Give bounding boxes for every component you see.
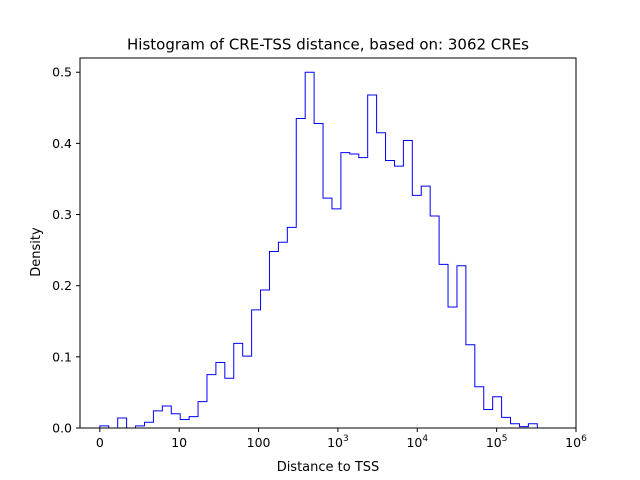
histogram-bin	[412, 195, 421, 428]
chart-title: Histogram of CRE-TSS distance, based on:…	[127, 36, 529, 54]
histogram-bin	[359, 158, 368, 428]
histogram-bin	[493, 397, 502, 428]
x-tick-label: 103	[327, 434, 349, 450]
histogram-bin	[332, 209, 341, 428]
histogram-bin	[430, 216, 439, 428]
y-tick-label: 0.4	[52, 136, 72, 151]
histogram-bin	[144, 422, 153, 428]
histogram-bin	[475, 387, 484, 428]
histogram-bin	[457, 266, 466, 428]
histogram-bin	[278, 242, 287, 428]
y-tick-label: 0.1	[52, 349, 72, 364]
histogram-bin	[421, 186, 430, 428]
histogram-bin	[198, 402, 207, 428]
x-tick-label: 10	[171, 435, 187, 450]
histogram-bin	[466, 345, 475, 428]
histogram-bin	[189, 417, 198, 428]
histogram-bin	[234, 343, 243, 428]
histogram-bin	[153, 411, 162, 428]
y-tick-label: 0.3	[52, 207, 72, 222]
histogram-bin	[502, 417, 511, 428]
histogram-bin	[118, 418, 127, 428]
histogram-bin	[261, 290, 270, 428]
y-tick-label: 0.5	[52, 65, 72, 80]
histogram-bin	[252, 310, 261, 428]
histogram-bin	[171, 414, 180, 428]
x-axis-label: Distance to TSS	[277, 460, 380, 475]
histogram-bin	[528, 424, 537, 428]
histogram-bin	[243, 356, 252, 428]
x-tick-label: 105	[486, 434, 508, 450]
axes: 0 10 100 103 104 105 106 0.0 0.1 0.2 0.3 0.4 0.5	[52, 57, 587, 450]
histogram-bin	[394, 166, 403, 428]
histogram-bin	[341, 153, 350, 428]
histogram-bin	[350, 154, 359, 428]
plot-area	[99, 71, 538, 429]
histogram-bin	[439, 264, 448, 428]
histogram-bin	[225, 378, 234, 428]
histogram-bin	[511, 424, 520, 428]
histogram-bin	[314, 123, 323, 428]
histogram-bin	[448, 307, 457, 428]
y-tick-label: 0.2	[52, 278, 72, 293]
y-tick-label: 0.0	[52, 421, 72, 436]
x-tick-label: 106	[565, 434, 587, 450]
histogram-bin	[296, 118, 305, 428]
histogram-bin	[368, 95, 377, 428]
x-tick-label: 0	[96, 435, 104, 450]
histogram-bin	[207, 375, 216, 428]
histogram-bin	[180, 419, 189, 428]
histogram-bin	[305, 72, 314, 428]
histogram-bin	[323, 198, 332, 428]
axes-frame	[79, 57, 577, 429]
histogram-bin	[216, 363, 225, 428]
histogram-bin	[386, 160, 395, 428]
histogram-bin	[269, 252, 278, 428]
x-tick-label: 104	[406, 434, 428, 450]
histogram-bin	[162, 406, 171, 428]
x-tick-label: 100	[247, 435, 271, 450]
histogram-bin	[403, 141, 412, 428]
histogram-bin	[287, 227, 296, 428]
y-axis-label: Density	[29, 227, 44, 277]
histogram-bin	[484, 410, 493, 429]
histogram-bin	[377, 133, 386, 428]
histogram-step-line	[99, 71, 538, 429]
